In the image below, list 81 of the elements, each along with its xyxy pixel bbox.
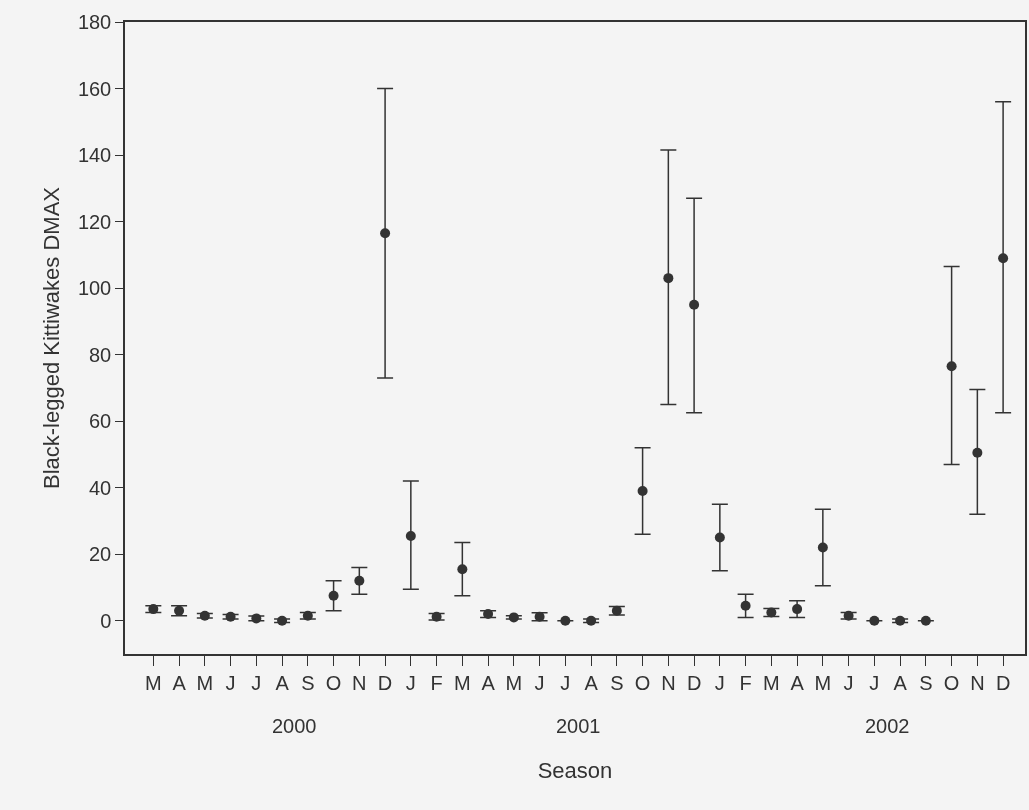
point — [946, 361, 957, 372]
y-tick-label: 20 — [89, 543, 112, 566]
point — [302, 610, 313, 621]
x-tick-label: J — [534, 671, 545, 694]
x-tick-label: A — [584, 671, 599, 694]
x-tick-label: M — [763, 671, 780, 694]
x-tick-label: A — [790, 671, 805, 694]
x-tick-label: M — [814, 671, 832, 694]
x-tick-label: A — [481, 671, 496, 694]
x-tick-label: F — [739, 671, 752, 694]
point — [483, 609, 494, 620]
x-tick-label: D — [686, 671, 702, 694]
x-tick-label: O — [943, 671, 960, 694]
point — [251, 613, 262, 624]
point — [637, 486, 648, 497]
x-axis-title: Season — [537, 758, 613, 784]
point — [998, 253, 1009, 264]
x-tick-label: J — [843, 671, 854, 694]
point — [714, 532, 725, 543]
text: 2000 — [272, 715, 317, 737]
x-tick-label: M — [196, 671, 214, 694]
y-tick-label: 60 — [89, 410, 112, 433]
x-tick-label: A — [893, 671, 908, 694]
point — [328, 590, 339, 601]
text: 2002 — [865, 715, 910, 737]
y-tick-label: 140 — [77, 144, 112, 167]
point — [380, 228, 391, 239]
point — [817, 542, 828, 553]
x-tick-label: F — [430, 671, 443, 694]
x-tick-label: J — [405, 671, 416, 694]
x-tick-label: S — [610, 671, 624, 694]
point — [689, 299, 700, 310]
point — [225, 611, 236, 622]
y-tick-label: 80 — [89, 343, 112, 366]
x-tick-label: N — [352, 671, 367, 694]
y-axis-title: Black-legged Kittiwakes DMAX — [39, 186, 65, 490]
x-tick-label: A — [172, 671, 187, 694]
y-tick-label: 40 — [89, 476, 112, 499]
x-tick-label: M — [144, 671, 162, 694]
y-tick-label: 160 — [77, 77, 112, 100]
point — [560, 615, 571, 626]
x-tick-label: J — [251, 671, 262, 694]
point — [534, 611, 545, 622]
point — [843, 610, 854, 621]
point — [663, 273, 674, 284]
point — [740, 600, 751, 611]
x-tick-label: A — [275, 671, 290, 694]
y-tick-label: 100 — [77, 277, 112, 300]
x-tick-label: S — [919, 671, 933, 694]
point — [431, 611, 442, 622]
x-tick-label: D — [377, 671, 393, 694]
point — [354, 575, 365, 586]
x-tick-label: J — [869, 671, 880, 694]
point — [405, 530, 416, 541]
point — [972, 447, 983, 458]
x-tick-label: J — [714, 671, 725, 694]
y-tick-label: 0 — [100, 609, 112, 632]
x-tick-label: J — [560, 671, 571, 694]
point — [611, 605, 622, 616]
x-tick-label: M — [454, 671, 471, 694]
x-tick-label: M — [505, 671, 523, 694]
x-tick-label: O — [325, 671, 342, 694]
point — [148, 604, 159, 615]
y-tick-label: 180 — [77, 11, 112, 33]
point — [586, 615, 597, 626]
x-tick-label: N — [970, 671, 985, 694]
point — [457, 564, 468, 575]
point — [508, 612, 519, 623]
x-tick-label: O — [634, 671, 651, 694]
x-tick-label: S — [301, 671, 315, 694]
y-tick-label: 120 — [77, 210, 112, 233]
point — [766, 607, 777, 618]
x-tick-label: J — [225, 671, 236, 694]
point — [920, 615, 931, 626]
text: 2001 — [556, 715, 601, 737]
point — [199, 610, 210, 621]
x-tick-label: D — [995, 671, 1011, 694]
point — [869, 615, 880, 626]
point — [895, 615, 906, 626]
point — [277, 615, 288, 626]
x-tick-label: N — [661, 671, 676, 694]
